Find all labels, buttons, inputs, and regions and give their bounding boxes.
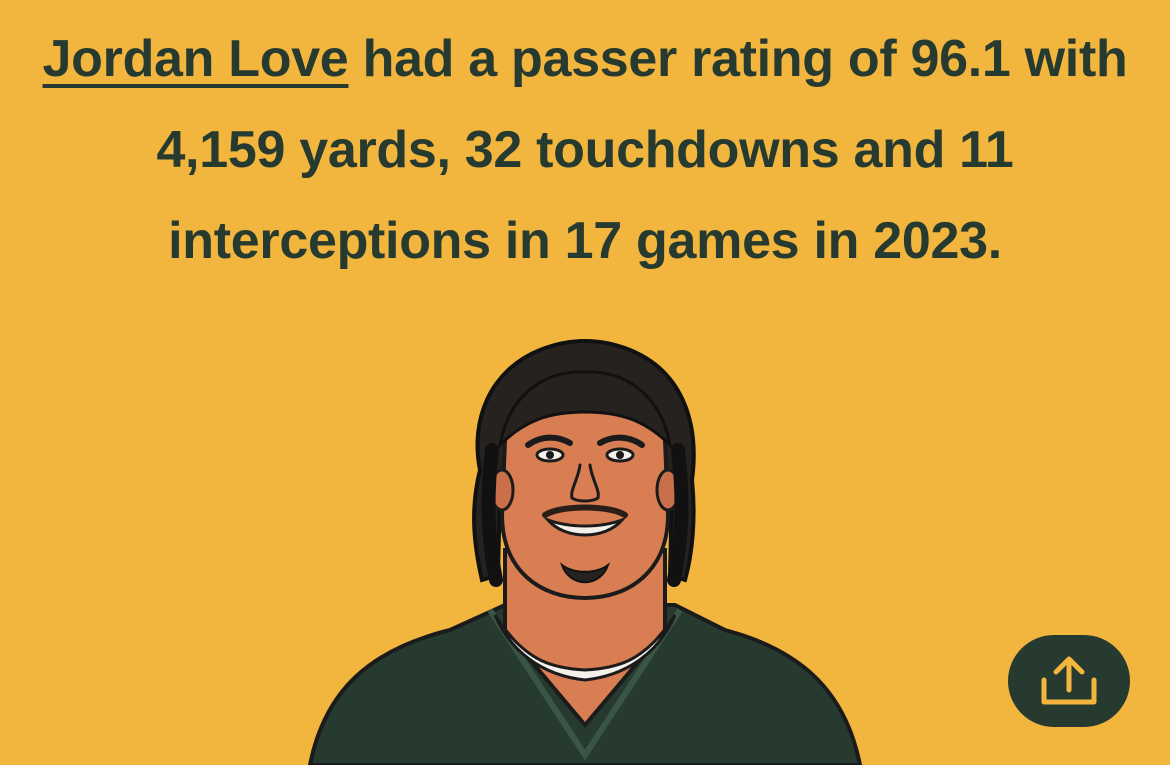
nose [570,463,600,503]
stat-headline: Jordan Love had a passer rating of 96.1 … [0,14,1170,287]
hairline [497,370,673,450]
undershirt [493,614,677,682]
collar-trim [487,608,683,761]
stat-text: had a passer rating of 96.1 with 4,159 y… [156,30,1128,270]
player-illustration [307,339,863,765]
mustache [542,504,628,518]
share-icon [1041,656,1097,705]
left-eyebrow [525,434,573,448]
share-button[interactable] [1008,635,1130,727]
player-name-link[interactable]: Jordan Love [42,30,349,88]
right-eyebrow [597,434,645,448]
smile [543,516,627,537]
goatee [559,562,611,584]
